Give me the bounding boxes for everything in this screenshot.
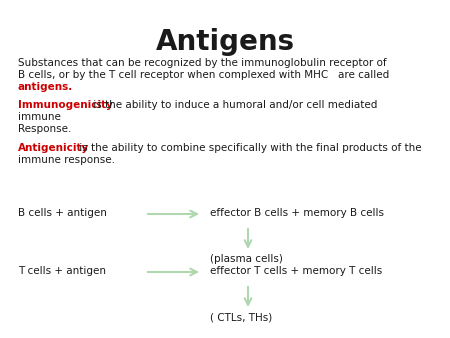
Text: (plasma cells): (plasma cells) [210,254,283,264]
Text: Antigenicity: Antigenicity [18,143,89,153]
Text: is the ability to induce a humoral and/or cell mediated: is the ability to induce a humoral and/o… [90,100,378,110]
Text: is the ability to combine specifically with the final products of the: is the ability to combine specifically w… [76,143,422,153]
Text: Immunogenicity: Immunogenicity [18,100,113,110]
Text: Substances that can be recognized by the immunoglobulin receptor of: Substances that can be recognized by the… [18,58,387,68]
Text: immune: immune [18,112,61,122]
Text: B cells + antigen: B cells + antigen [18,208,107,218]
Text: Antigens: Antigens [155,28,295,56]
Text: B cells, or by the T cell receptor when complexed with MHC   are called: B cells, or by the T cell receptor when … [18,70,389,80]
Text: Response.: Response. [18,124,72,134]
Text: ( CTLs, THs): ( CTLs, THs) [210,312,272,322]
Text: antigens.: antigens. [18,82,73,92]
Text: immune response.: immune response. [18,155,115,165]
Text: effector T cells + memory T cells: effector T cells + memory T cells [210,266,382,276]
Text: T cells + antigen: T cells + antigen [18,266,106,276]
Text: effector B cells + memory B cells: effector B cells + memory B cells [210,208,384,218]
